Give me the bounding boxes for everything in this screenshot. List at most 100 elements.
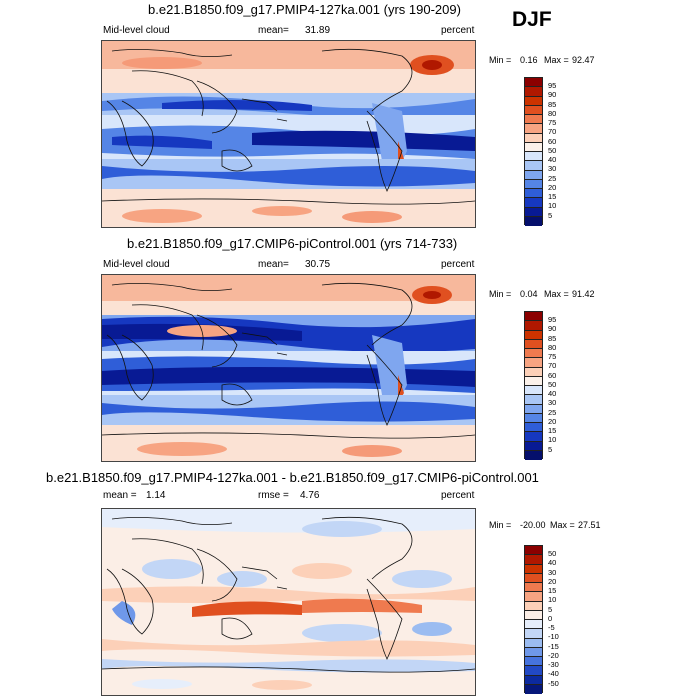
colorbar-tick-label: 50	[548, 379, 557, 389]
colorbar-tick-label: 40	[548, 155, 557, 164]
colorbar-swatch	[525, 629, 542, 639]
panel2-map	[101, 274, 476, 462]
colorbar-swatch	[525, 207, 542, 217]
panel2-title: b.e21.B1850.f09_g17.CMIP6-piControl.001 …	[127, 236, 458, 251]
panel1-max-value: 92.47	[572, 55, 595, 65]
colorbar-tick-label: 50	[548, 549, 557, 558]
colorbar-swatch	[525, 564, 542, 574]
colorbar-swatch	[525, 349, 542, 359]
colorbar-swatch	[525, 441, 542, 451]
colorbar-swatch	[525, 647, 542, 657]
colorbar-tick-label: 10	[548, 201, 557, 211]
colorbar-swatch	[525, 546, 542, 556]
colorbar-swatch	[525, 404, 542, 414]
colorbar-tick-label: 80	[548, 108, 557, 118]
panel1-mean-label: mean=	[258, 25, 289, 36]
panel3-max-label: Max =	[550, 520, 575, 530]
colorbar-tick-label: 40	[548, 558, 557, 568]
colorbar-swatch	[525, 179, 542, 189]
panel2-mean-label: mean=	[258, 259, 289, 270]
colorbar-swatch	[525, 657, 542, 667]
panel1-min-label: Min =	[489, 55, 512, 65]
panel3-map	[101, 508, 476, 696]
panel3-rmse-value: 4.76	[300, 490, 320, 501]
colorbar-tick-label: 30	[548, 164, 557, 174]
colorbar-tick-label: 60	[548, 136, 557, 146]
colorbar-swatch	[525, 675, 542, 685]
colorbar-tick-label: 15	[548, 426, 557, 435]
colorbar-swatch	[525, 152, 542, 162]
panel3-min-label: Min =	[489, 520, 512, 530]
colorbar-swatch	[525, 555, 542, 565]
colorbar-tick-label: 10	[548, 435, 557, 445]
colorbar-swatch	[525, 330, 542, 340]
colorbar-tick-label: -5	[548, 623, 555, 632]
colorbar-tick-label: 70	[548, 361, 557, 371]
colorbar-tick-label: 0	[548, 613, 553, 623]
colorbar-tick-label: 60	[548, 370, 557, 380]
panel2-units: percent	[441, 259, 475, 270]
colorbar-tick-label: 15	[548, 192, 557, 201]
colorbar-swatch	[525, 142, 542, 152]
panel3-colorbar	[524, 545, 543, 694]
colorbar-tick-label: 20	[548, 576, 557, 586]
colorbar-tick-label: 85	[548, 99, 557, 109]
colorbar-swatch	[525, 78, 542, 88]
colorbar-tick-label: 95	[548, 315, 557, 324]
colorbar-tick-label: 25	[548, 407, 557, 417]
colorbar-tick-label: 40	[548, 389, 557, 398]
colorbar-swatch	[525, 312, 542, 322]
panel2-min-label: Min =	[489, 289, 512, 299]
colorbar-tick-label: 10	[548, 595, 557, 605]
colorbar-tick-label: 5	[548, 444, 553, 454]
panel2-colorbar	[524, 311, 543, 460]
colorbar-swatch	[525, 358, 542, 368]
panel1-map	[101, 40, 476, 228]
panel3-rmse-label: rmse =	[258, 490, 289, 501]
colorbar-swatch	[525, 666, 542, 676]
colorbar-swatch	[525, 198, 542, 208]
colorbar-swatch	[525, 161, 542, 171]
panel2-max-value: 91.42	[572, 289, 595, 299]
colorbar-tick-label: -20	[548, 650, 559, 660]
colorbar-swatch	[525, 583, 542, 593]
colorbar-swatch	[525, 170, 542, 180]
colorbar-tick-label: 30	[548, 567, 557, 577]
panel3-title: b.e21.B1850.f09_g17.PMIP4-127ka.001 - b.…	[46, 470, 539, 485]
colorbar-tick-label: 95	[548, 81, 557, 90]
panel1-map-field	[102, 41, 475, 227]
colorbar-swatch	[525, 573, 542, 583]
colorbar-swatch	[525, 450, 542, 460]
colorbar-swatch	[525, 96, 542, 106]
colorbar-tick-label: 20	[548, 182, 557, 192]
colorbar-tick-label: 75	[548, 118, 557, 127]
colorbar-tick-label: -15	[548, 641, 559, 651]
colorbar-swatch	[525, 133, 542, 143]
panel2-min-value: 0.04	[520, 289, 538, 299]
panel2-mean-value: 30.75	[305, 259, 331, 270]
colorbar-tick-label: 90	[548, 324, 557, 334]
colorbar-swatch	[525, 367, 542, 377]
colorbar-swatch	[525, 423, 542, 433]
colorbar-tick-label: 15	[548, 586, 557, 595]
colorbar-tick-label: 90	[548, 90, 557, 100]
colorbar-swatch	[525, 592, 542, 602]
colorbar-swatch	[525, 189, 542, 199]
colorbar-swatch	[525, 115, 542, 125]
panel1-colorbar	[524, 77, 543, 226]
panel2-max-label: Max =	[544, 289, 569, 299]
colorbar-tick-label: 50	[548, 145, 557, 155]
panel3-mean-value: 1.14	[146, 490, 166, 501]
colorbar-tick-label: -40	[548, 669, 559, 679]
colorbar-tick-label: -30	[548, 660, 559, 669]
colorbar-swatch	[525, 339, 542, 349]
panel1-max-label: Max =	[544, 55, 569, 65]
colorbar-tick-label: 20	[548, 416, 557, 426]
panel1-title: b.e21.B1850.f09_g17.PMIP4-127ka.001 (yrs…	[148, 2, 461, 17]
colorbar-swatch	[525, 321, 542, 331]
colorbar-tick-label: 85	[548, 333, 557, 343]
panel3-units: percent	[441, 490, 475, 501]
colorbar-tick-label: 80	[548, 342, 557, 352]
colorbar-swatch	[525, 376, 542, 386]
colorbar-tick-label: -10	[548, 632, 559, 642]
